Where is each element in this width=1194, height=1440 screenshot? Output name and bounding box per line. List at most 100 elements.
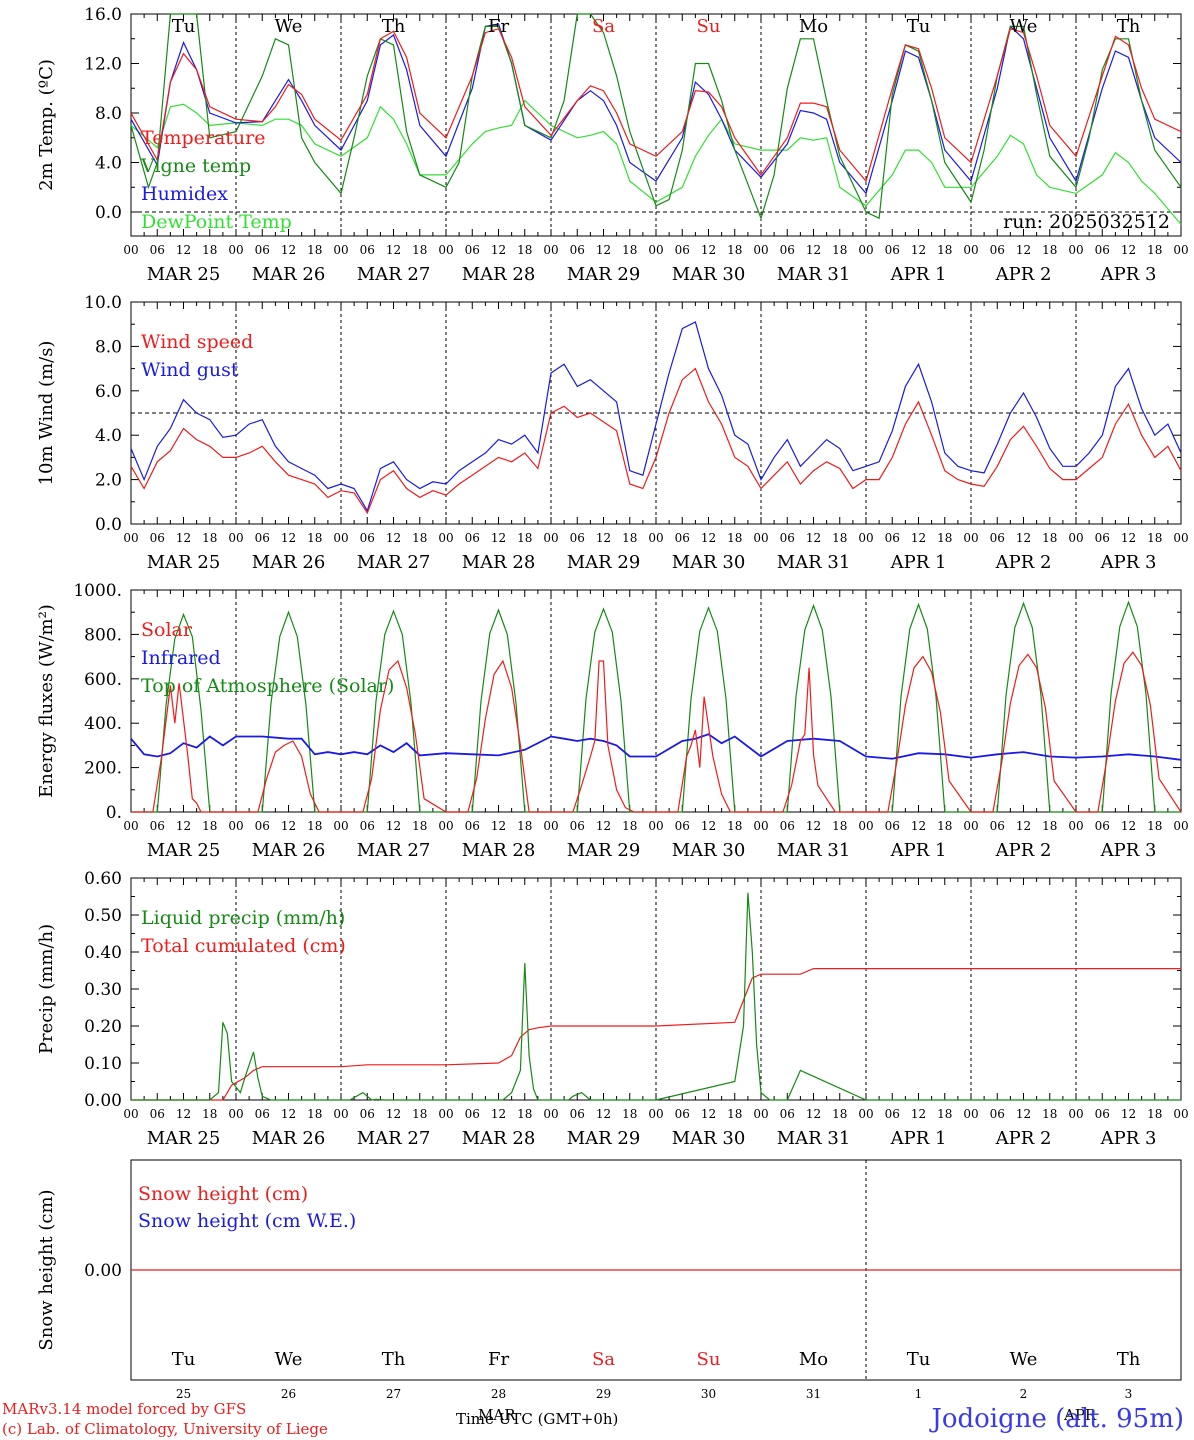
weekday-label: Fr xyxy=(488,16,509,37)
day-number: 1 xyxy=(915,1387,923,1401)
hour-label: 18 xyxy=(202,531,217,545)
hour-label: 06 xyxy=(465,819,480,833)
hour-label: 00 xyxy=(753,819,768,833)
legend-entry: Solar xyxy=(141,619,193,641)
y-tick-label: 0.0 xyxy=(95,515,122,535)
date-label: MAR 26 xyxy=(252,552,326,573)
hour-label: 06 xyxy=(570,819,585,833)
hour-label: 12 xyxy=(1121,819,1136,833)
hour-label: 12 xyxy=(1016,1107,1031,1121)
hour-label: 00 xyxy=(123,531,138,545)
hour-label: 12 xyxy=(281,819,296,833)
date-label: APR 1 xyxy=(890,552,947,573)
y-tick-label: 0.0 xyxy=(95,203,122,223)
date-label: MAR 25 xyxy=(147,552,221,573)
weekday-label: Tu xyxy=(172,1349,196,1370)
hour-label: 06 xyxy=(360,1107,375,1121)
hour-label: 12 xyxy=(911,1107,926,1121)
hour-label: 06 xyxy=(570,243,585,257)
hour-label: 18 xyxy=(1147,819,1162,833)
hour-label: 12 xyxy=(806,531,821,545)
hour-label: 00 xyxy=(963,1107,978,1121)
hour-label: 18 xyxy=(832,1107,847,1121)
hour-label: 06 xyxy=(255,1107,270,1121)
hour-label: 12 xyxy=(701,531,716,545)
day-number: 3 xyxy=(1125,1387,1133,1401)
hour-label: 06 xyxy=(465,1107,480,1121)
y-axis-label: 2m Temp. (ºC) xyxy=(36,59,57,191)
model-credit: MARv3.14 model forced by GFS xyxy=(2,1400,246,1418)
hour-label: 18 xyxy=(937,1107,952,1121)
hour-label: 12 xyxy=(701,819,716,833)
hour-label: 00 xyxy=(228,531,243,545)
panel-2: 10.0 8.0 6.0 4.0 2.0 0.0 10m Wind (m/s) Wind sp… xyxy=(36,293,1189,573)
date-label: MAR 31 xyxy=(777,552,851,573)
weekday-label: Th xyxy=(382,1349,406,1370)
hour-label: 00 xyxy=(648,819,663,833)
hour-label: 00 xyxy=(963,819,978,833)
y-tick-label: 200. xyxy=(84,759,122,779)
lab-credit: (c) Lab. of Climatology, University of L… xyxy=(2,1420,328,1438)
hour-label: 18 xyxy=(1147,1107,1162,1121)
date-label: APR 3 xyxy=(1100,1128,1157,1149)
y-tick-label: 2.0 xyxy=(95,471,122,491)
hour-label: 06 xyxy=(885,819,900,833)
legend-entry: DewPoint Temp xyxy=(141,211,292,233)
weekday-label: Mo xyxy=(799,1349,828,1370)
date-label: APR 2 xyxy=(995,840,1052,861)
hour-label: 12 xyxy=(281,1107,296,1121)
hour-label: 00 xyxy=(333,1107,348,1121)
hour-label: 00 xyxy=(858,1107,873,1121)
panel-1: 16.0 12.0 8.0 4.0 0.0 2m Temp. (ºC) Temperatur… xyxy=(36,5,1189,285)
date-label: APR 3 xyxy=(1100,840,1157,861)
weekday-label: Su xyxy=(697,16,721,37)
date-label: MAR 30 xyxy=(672,264,746,285)
day-number: 29 xyxy=(596,1387,611,1401)
legend-entry: Snow height (cm W.E.) xyxy=(138,1210,356,1232)
hour-label: 18 xyxy=(412,531,427,545)
hour-label: 18 xyxy=(937,819,952,833)
panel-5: 0.00 Snow height (cm) Snow height (cm) Snow… xyxy=(36,1159,1182,1401)
hour-label: 18 xyxy=(937,531,952,545)
hour-label: 18 xyxy=(832,243,847,257)
hour-label: 00 xyxy=(858,531,873,545)
hour-label: 00 xyxy=(123,1107,138,1121)
hour-label: 06 xyxy=(885,243,900,257)
series-line-0 xyxy=(131,651,1182,813)
hour-label: 12 xyxy=(911,243,926,257)
hour-label: 00 xyxy=(228,1107,243,1121)
y-axis-label: 10m Wind (m/s) xyxy=(36,341,57,486)
date-label: MAR 30 xyxy=(672,1128,746,1149)
day-number: 26 xyxy=(281,1387,296,1401)
hour-label: 06 xyxy=(1095,531,1110,545)
date-label: MAR 31 xyxy=(777,1128,851,1149)
hour-label: 06 xyxy=(675,531,690,545)
hour-label: 18 xyxy=(202,1107,217,1121)
hour-label: 18 xyxy=(412,1107,427,1121)
hour-label: 00 xyxy=(228,819,243,833)
date-label: MAR 29 xyxy=(567,552,641,573)
hour-label: 06 xyxy=(255,819,270,833)
hour-label: 06 xyxy=(990,243,1005,257)
hour-label: 18 xyxy=(412,243,427,257)
hour-label: 00 xyxy=(543,243,558,257)
hour-label: 12 xyxy=(911,531,926,545)
hour-label: 06 xyxy=(1095,819,1110,833)
hour-label: 12 xyxy=(806,1107,821,1121)
weekday-label: Su xyxy=(697,1349,721,1370)
series-line-3 xyxy=(130,99,1182,225)
series-line-0 xyxy=(130,28,1182,183)
weekday-label: We xyxy=(275,16,303,37)
hour-label: 12 xyxy=(911,819,926,833)
hour-label: 18 xyxy=(307,1107,322,1121)
date-label: MAR 26 xyxy=(252,840,326,861)
y-tick-label: 6.0 xyxy=(95,382,122,402)
date-label: MAR 27 xyxy=(357,264,431,285)
hour-label: 06 xyxy=(570,1107,585,1121)
hour-label: 06 xyxy=(675,1107,690,1121)
date-label: MAR 31 xyxy=(777,840,851,861)
hour-label: 06 xyxy=(1095,1107,1110,1121)
hour-label: 00 xyxy=(543,531,558,545)
hour-label: 12 xyxy=(596,243,611,257)
